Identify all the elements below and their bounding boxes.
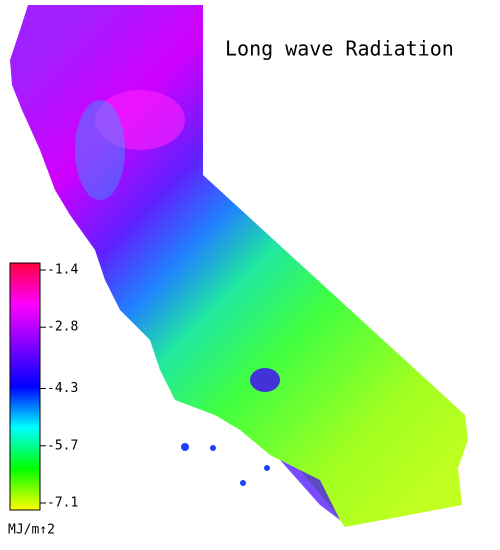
colorbar-unit: MJ/m↑2 bbox=[8, 523, 55, 538]
state-shape bbox=[10, 5, 468, 527]
colorbar-tick-label: -2.8 bbox=[47, 320, 78, 335]
island bbox=[264, 465, 270, 471]
colorbar-tick-label: -7.1 bbox=[47, 496, 78, 511]
island bbox=[210, 445, 216, 451]
region bbox=[75, 100, 125, 200]
region bbox=[280, 460, 340, 520]
colorbar bbox=[9, 262, 41, 511]
island bbox=[240, 480, 246, 486]
region bbox=[95, 90, 185, 150]
region bbox=[250, 368, 280, 392]
colorbar-tick-label: -1.4 bbox=[47, 263, 78, 278]
colorbar-tick-label: -4.3 bbox=[47, 381, 78, 396]
map-title: Long wave Radiation bbox=[225, 37, 454, 61]
california-map bbox=[10, 5, 468, 527]
colorbar-tick-label: -5.7 bbox=[47, 438, 78, 453]
island bbox=[181, 443, 189, 451]
